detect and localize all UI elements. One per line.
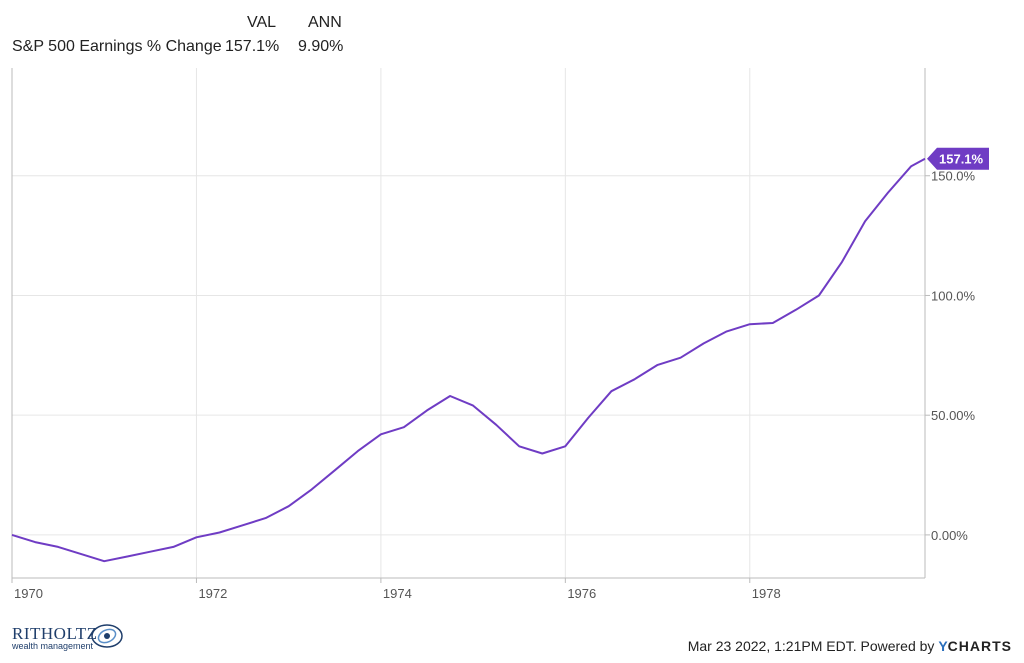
chart-series bbox=[11, 157, 926, 563]
logo-name: RITHOLTZ bbox=[12, 624, 98, 643]
legend-value: 157.1% bbox=[225, 38, 280, 55]
y-tick-label: 150.0% bbox=[931, 169, 976, 184]
x-tick-label: 1970 bbox=[14, 586, 43, 601]
series-line bbox=[11, 157, 926, 563]
footer-attribution: Mar 23 2022, 1:21PM EDT. Powered by YCHA… bbox=[688, 638, 1012, 654]
logo-tagline: wealth management bbox=[12, 641, 94, 651]
x-tick-label: 1974 bbox=[383, 586, 412, 601]
y-tick-label: 100.0% bbox=[931, 288, 976, 303]
legend-header-val: VAL bbox=[247, 14, 277, 31]
chart-labels: 0.00% 50.00% 100.0% 150.0% 1970 1972 1974 1976 1… bbox=[14, 147, 989, 601]
ycharts-logo-y[interactable]: Y bbox=[938, 638, 948, 654]
timestamp: Mar 23 2022, 1:21PM EDT. bbox=[687, 638, 857, 654]
chart-grid bbox=[12, 68, 925, 578]
chart-axes bbox=[11, 68, 930, 583]
last-value-label: 157.1% bbox=[939, 152, 984, 167]
x-tick-label: 1972 bbox=[198, 586, 227, 601]
y-tick-label: 50.00% bbox=[931, 408, 976, 423]
y-tick-label: 0.00% bbox=[931, 528, 968, 543]
legend-annualized: 9.90% bbox=[298, 38, 344, 55]
last-value-tag bbox=[927, 147, 989, 170]
powered-by: Powered by bbox=[860, 638, 935, 654]
ycharts-logo-text[interactable]: CHARTS bbox=[947, 638, 1012, 654]
x-tick-label: 1978 bbox=[752, 586, 781, 601]
legend-header-ann: ANN bbox=[308, 14, 342, 31]
logo-emblem-icon bbox=[90, 622, 124, 655]
x-tick-label: 1976 bbox=[567, 586, 596, 601]
legend-series-name[interactable]: S&P 500 Earnings % Change bbox=[12, 38, 222, 55]
